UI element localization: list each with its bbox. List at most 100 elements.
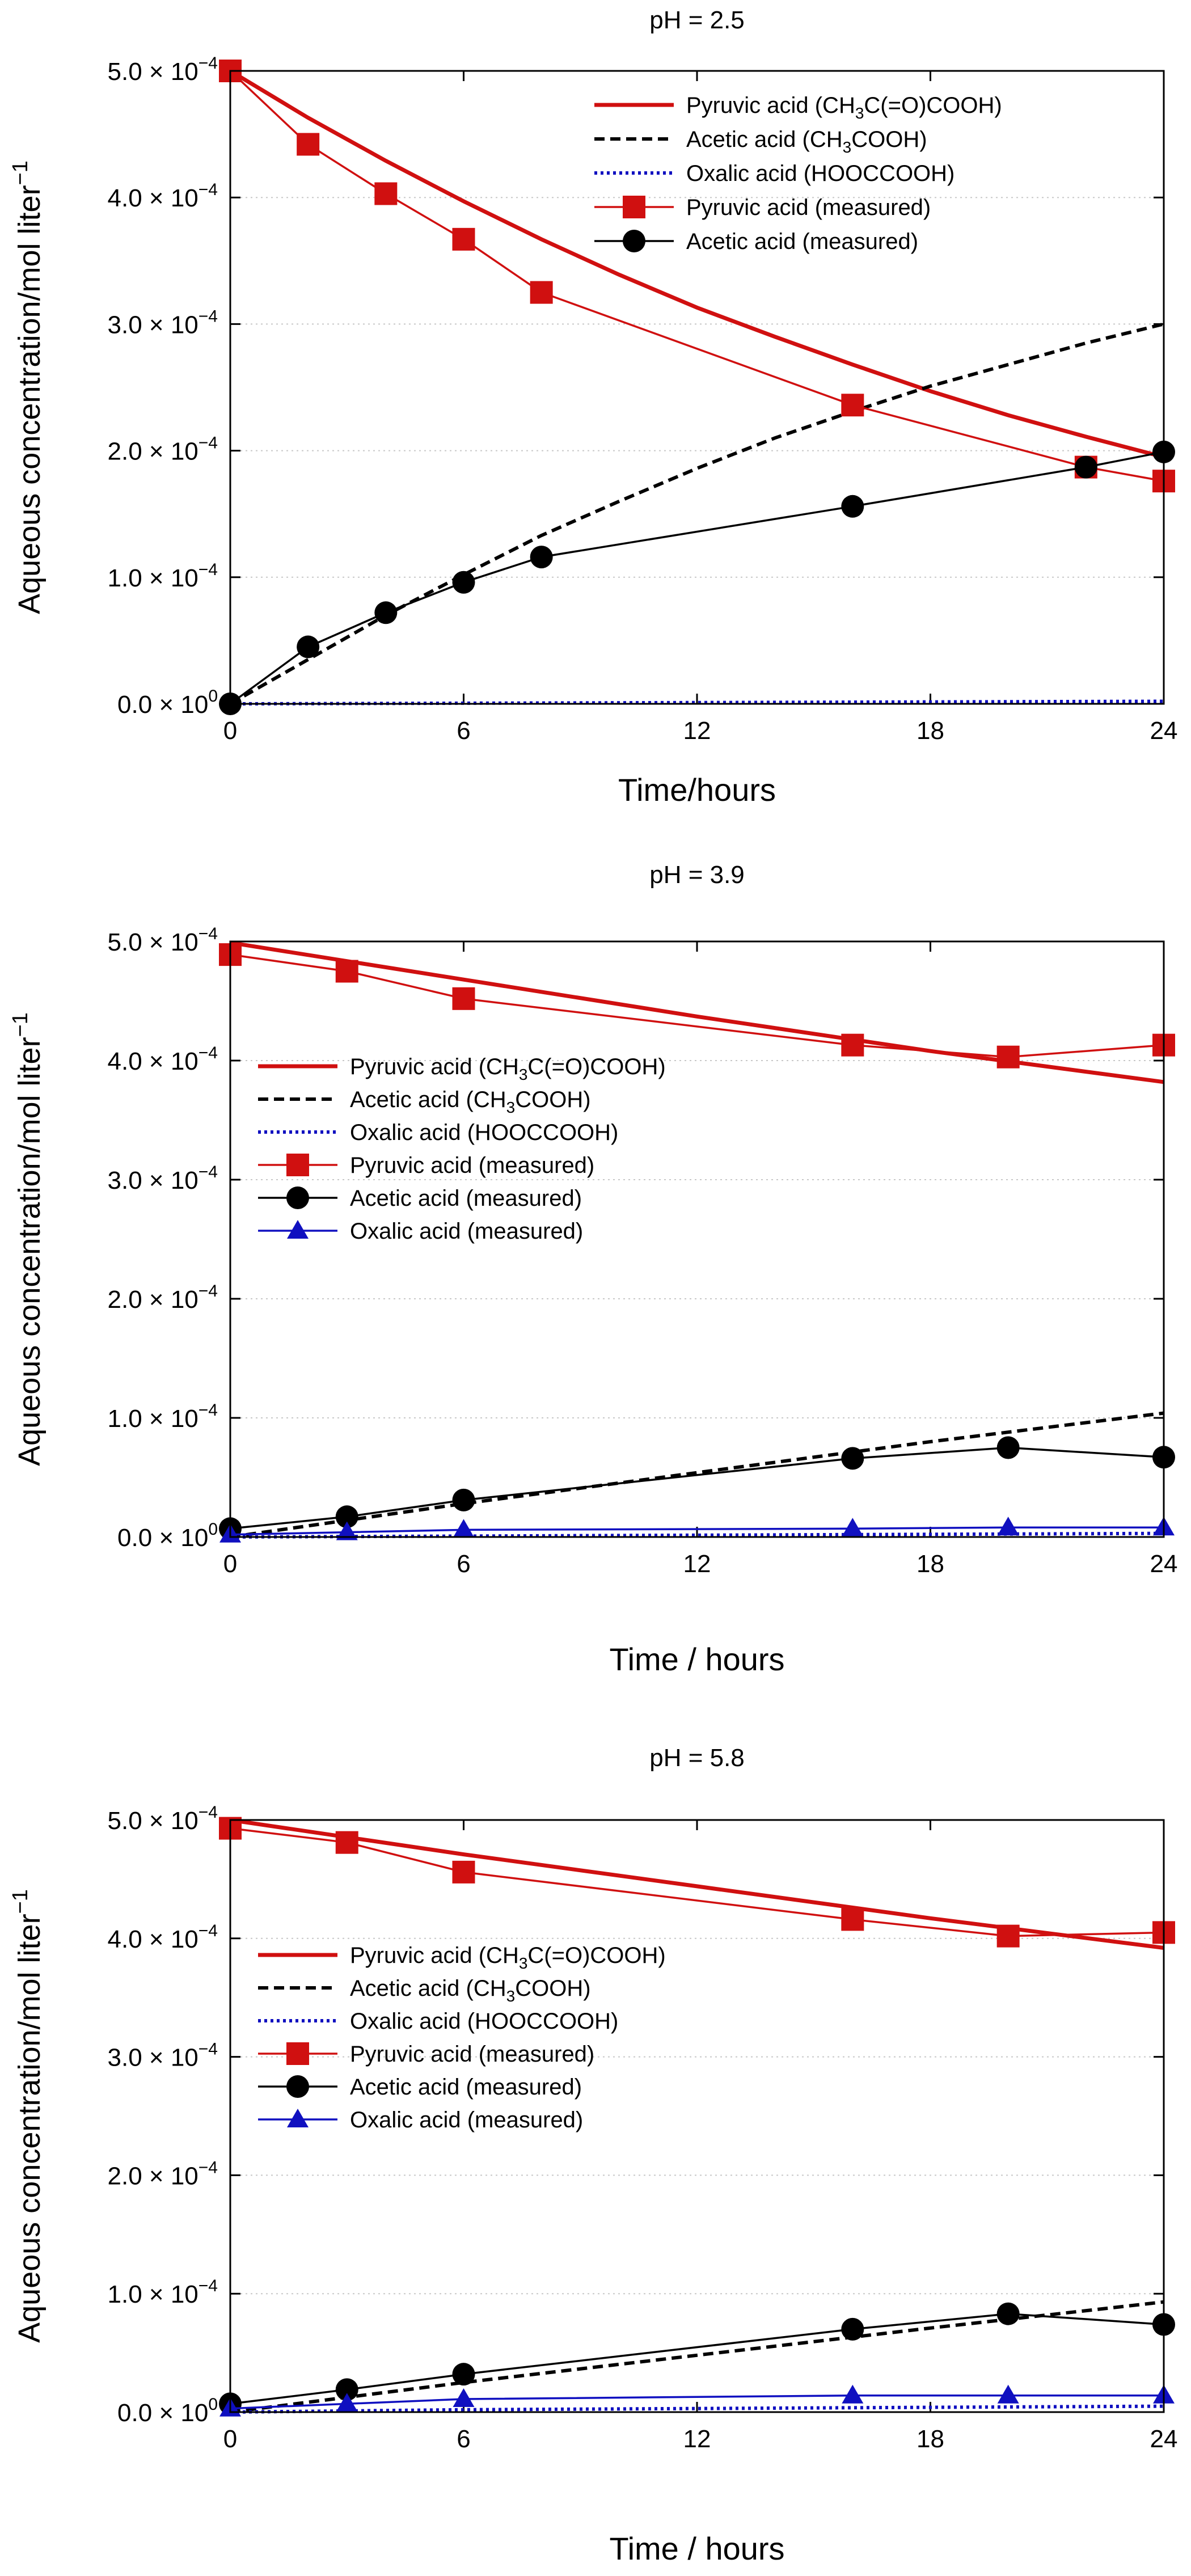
y-tick-label: 4.0 × 10−4 <box>108 1044 218 1075</box>
y-tick-exponent: −4 <box>198 307 218 326</box>
series-line-oxalic-measured <box>230 2395 1164 2410</box>
y-tick-exponent: −4 <box>198 2277 218 2295</box>
series-line-acetic-model <box>230 1411 1164 1539</box>
legend-marker <box>286 2042 309 2065</box>
legend-label: Oxalic acid (HOOCCOOH) <box>686 161 955 186</box>
y-tick-label: 2.0 × 10−4 <box>108 434 218 466</box>
series-line-pyruvic-measured <box>230 1827 1164 1937</box>
series-line-acetic-measured <box>230 2312 1164 2405</box>
y-tick-exponent: −4 <box>198 924 218 943</box>
data-point-pyruvic-measured <box>452 1860 475 1884</box>
y-axis-label-exponent: −1 <box>9 161 32 185</box>
legend-label-subscript: 3 <box>519 1954 528 1972</box>
data-point-acetic-measured <box>530 546 553 569</box>
y-tick-label: 1.0 × 10−4 <box>108 2277 218 2308</box>
y-axis-label-exponent: −1 <box>9 1889 32 1914</box>
legend-label-part: Acetic acid (measured) <box>686 229 918 254</box>
legend-label: Acetic acid (measured) <box>350 2075 582 2100</box>
y-tick-mantissa: 0.0 × 10 <box>117 2399 208 2427</box>
series-line-acetic-measured <box>230 1446 1164 1530</box>
y-axis-label-exponent: −1 <box>9 1012 32 1037</box>
y-tick-exponent: −4 <box>198 1401 218 1420</box>
data-point-pyruvic-measured <box>452 227 475 251</box>
legend-marker <box>286 2075 309 2098</box>
y-axis-label-text: Aqueous concentration/mol liter <box>12 185 47 614</box>
y-axis-label-text: Aqueous concentration/mol liter <box>12 1037 47 1466</box>
data-point-oxalic-measured <box>997 1517 1019 1536</box>
legend-label-subscript: 3 <box>519 1066 528 1083</box>
data-point-pyruvic-measured <box>841 394 864 417</box>
legend-label-part: Acetic acid (CH <box>686 127 843 152</box>
data-point-oxalic-measured <box>336 2393 358 2412</box>
x-tick-label: 0 <box>223 717 237 745</box>
y-tick-exponent: 0 <box>208 1520 218 1539</box>
legend-label-part: COOH) <box>515 1087 590 1112</box>
legend-label: Acetic acid (CH3COOH) <box>686 127 927 156</box>
plot-frame <box>229 940 1165 1538</box>
y-tick-label: 0.0 × 100 <box>117 2395 218 2427</box>
y-tick-label: 5.0 × 10−4 <box>108 54 218 86</box>
legend-label-subscript: 3 <box>506 1099 516 1116</box>
legend-label-subscript: 3 <box>506 1987 516 2005</box>
legend-label-part: COOH) <box>515 1976 590 2001</box>
y-tick-exponent: −4 <box>198 1922 218 1940</box>
y-tick-mantissa: 5.0 × 10 <box>108 58 198 86</box>
y-tick-exponent: −4 <box>198 180 218 199</box>
y-tick-label: 1.0 × 10−4 <box>108 560 218 592</box>
legend-label-part: Pyruvic acid (CH <box>686 93 855 118</box>
legend-marker <box>286 1186 309 1209</box>
legend-label-part: Pyruvic acid (measured) <box>350 1153 594 1178</box>
plot-frame <box>229 1819 1165 2413</box>
y-tick-label: 2.0 × 10−4 <box>108 2158 218 2190</box>
legend-label-part: Acetic acid (CH <box>350 1087 506 1112</box>
y-tick-exponent: −4 <box>198 1044 218 1062</box>
legend-label-part: Pyruvic acid (measured) <box>686 195 931 220</box>
data-point-acetic-measured <box>841 495 864 518</box>
legend-label: Pyruvic acid (CH3C(=O)COOH) <box>350 1943 666 1972</box>
data-point-acetic-measured <box>297 635 320 658</box>
data-point-acetic-measured <box>1074 455 1097 479</box>
y-tick-mantissa: 4.0 × 10 <box>108 1925 198 1953</box>
y-tick-mantissa: 0.0 × 10 <box>117 1524 208 1552</box>
data-point-pyruvic-measured <box>530 281 553 304</box>
data-point-acetic-measured <box>452 571 475 594</box>
legend-label-part: Acetic acid (measured) <box>350 1186 582 1211</box>
legend-label-part: Oxalic acid (HOOCCOOH) <box>350 2009 618 2034</box>
y-tick-label: 5.0 × 10−4 <box>108 924 218 956</box>
y-tick-mantissa: 0.0 × 10 <box>117 691 208 719</box>
y-tick-exponent: 0 <box>208 687 218 706</box>
data-point-pyruvic-measured <box>374 182 398 205</box>
legend-marker <box>287 1220 309 1239</box>
data-point-acetic-measured <box>374 601 398 624</box>
legend-label-part: COOH) <box>851 127 927 152</box>
plot-frame <box>229 70 1165 705</box>
data-point-acetic-measured <box>335 1505 358 1528</box>
data-point-acetic-measured <box>996 2302 1020 2325</box>
legend-label: Oxalic acid (HOOCCOOH) <box>350 2009 618 2034</box>
legend-marker <box>286 1154 309 1176</box>
y-tick-mantissa: 4.0 × 10 <box>108 1048 198 1075</box>
x-tick-label: 18 <box>917 2425 944 2453</box>
y-tick-label: 4.0 × 10−4 <box>108 180 218 212</box>
legend-label-part: Oxalic acid (HOOCCOOH) <box>686 161 955 186</box>
data-point-acetic-measured <box>452 2363 475 2386</box>
x-tick-label: 18 <box>917 1550 944 1578</box>
legend-label: Acetic acid (measured) <box>686 229 918 254</box>
y-tick-exponent: −4 <box>198 434 218 453</box>
x-axis-label: Time / hours <box>609 2531 784 2566</box>
series-line-acetic-measured <box>229 451 1164 705</box>
x-tick-label: 0 <box>223 1550 237 1578</box>
y-tick-label: 4.0 × 10−4 <box>108 1922 218 1953</box>
y-tick-mantissa: 1.0 × 10 <box>108 564 198 592</box>
data-point-acetic-measured <box>335 2378 358 2401</box>
x-tick-label: 24 <box>1150 2425 1178 2453</box>
x-tick-label: 18 <box>917 717 944 745</box>
y-tick-exponent: −4 <box>198 560 218 579</box>
data-point-pyruvic-measured <box>335 1831 358 1854</box>
x-tick-label: 6 <box>457 1550 470 1578</box>
y-tick-exponent: −4 <box>198 1282 218 1300</box>
legend-label-part: Pyruvic acid (CH <box>350 1054 519 1079</box>
data-point-oxalic-measured <box>997 2384 1019 2404</box>
